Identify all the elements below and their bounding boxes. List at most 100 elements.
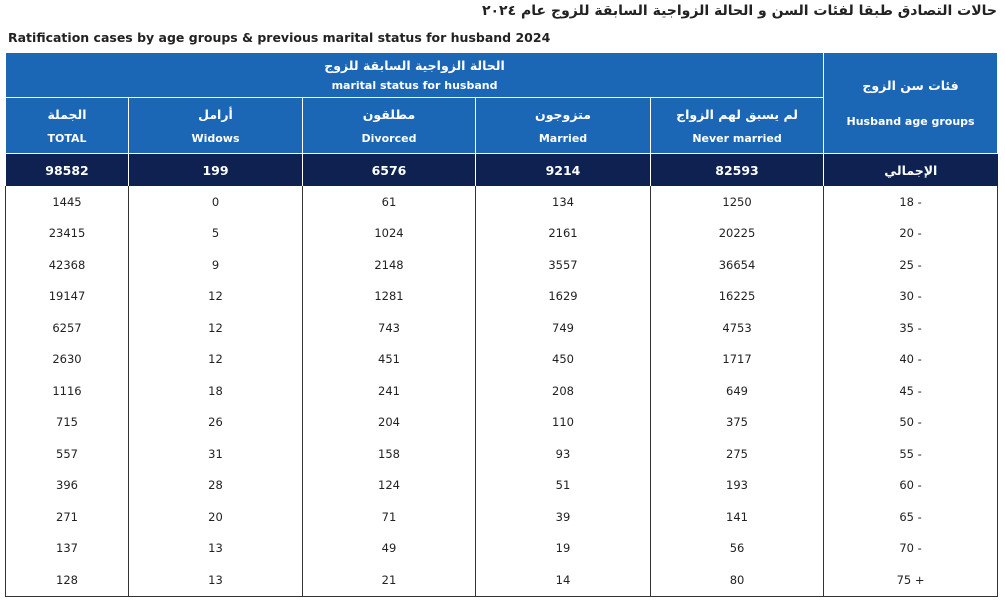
age-cell: 45 - <box>823 375 999 407</box>
data-cell: 1445 <box>5 186 129 218</box>
column-header-ar: أرامل <box>198 106 233 122</box>
data-cell: 134 <box>475 186 651 218</box>
data-cell: 9 <box>128 249 303 281</box>
data-cell: 241 <box>302 375 476 407</box>
data-cell: 18 <box>128 375 303 407</box>
data-cell: 396 <box>5 469 129 501</box>
data-cell: 4753 <box>649 312 825 344</box>
column-header: لم يسبق لهم الزواج Never married <box>649 97 825 154</box>
data-row: 42368 9 2148 3557 36654 25 - <box>5 249 999 281</box>
age-cell: 30 - <box>823 280 999 312</box>
data-cell: 19 <box>475 532 651 564</box>
total-row: 98582 199 6576 9214 82593 الإجمالي <box>5 153 998 186</box>
title-english: Ratification cases by age groups & previ… <box>8 30 551 45</box>
data-cell: 375 <box>649 406 825 438</box>
data-row: 6257 12 743 749 4753 35 - <box>5 312 999 344</box>
data-cell: 2630 <box>5 343 129 375</box>
data-row: 1116 18 241 208 649 45 - <box>5 375 999 407</box>
data-cell: 208 <box>475 375 651 407</box>
data-cell: 450 <box>475 343 651 375</box>
age-cell: 60 - <box>823 469 999 501</box>
data-row: 396 28 124 51 193 60 - <box>5 469 999 501</box>
age-cell: 75 + <box>823 564 999 597</box>
data-cell: 1281 <box>302 280 476 312</box>
data-row: 19147 12 1281 1629 16225 30 - <box>5 280 999 312</box>
data-cell: 80 <box>649 564 825 597</box>
total-cell: 82593 <box>649 153 824 186</box>
data-table: الحالة الزواجية السابقة للزوج marital sta… <box>4 52 999 597</box>
data-cell: 557 <box>5 438 129 470</box>
data-cell: 743 <box>302 312 476 344</box>
title-arabic: حالات التصادق طبقا لفئات السن و الحالة ا… <box>481 3 997 19</box>
data-cell: 49 <box>302 532 476 564</box>
data-cell: 110 <box>475 406 651 438</box>
data-cell: 21 <box>302 564 476 597</box>
data-cell: 271 <box>5 501 129 533</box>
data-cell: 2161 <box>475 217 651 249</box>
data-cell: 42368 <box>5 249 129 281</box>
group-header-en: marital status for husband <box>331 79 498 92</box>
age-cell: 50 - <box>823 406 999 438</box>
group-header: الحالة الزواجية السابقة للزوج marital sta… <box>4 52 825 98</box>
age-cell: 18 - <box>823 186 999 218</box>
data-cell: 1024 <box>302 217 476 249</box>
data-cell: 14 <box>475 564 651 597</box>
age-cell: 40 - <box>823 343 999 375</box>
total-cell: 9214 <box>475 153 651 186</box>
data-cell: 141 <box>649 501 825 533</box>
data-cell: 61 <box>302 186 476 218</box>
data-cell: 71 <box>302 501 476 533</box>
header-row: الجملة TOTAL أرامل Widows مطلقون Divorced متزو… <box>5 97 998 154</box>
column-header-ar: الجملة <box>47 106 87 122</box>
data-cell: 1116 <box>5 375 129 407</box>
column-header-ar: لم يسبق لهم الزواج <box>676 106 798 122</box>
age-cell: 55 - <box>823 438 999 470</box>
data-cell: 193 <box>649 469 825 501</box>
data-cell: 1250 <box>649 186 825 218</box>
column-header: مطلقون Divorced <box>302 97 476 154</box>
age-cell: 70 - <box>823 532 999 564</box>
data-row: 715 26 204 110 375 50 - <box>5 406 999 438</box>
data-cell: 12 <box>128 280 303 312</box>
data-row: 2630 12 451 450 1717 40 - <box>5 343 999 375</box>
data-cell: 275 <box>649 438 825 470</box>
total-cell: 6576 <box>302 153 476 186</box>
column-header: أرامل Widows <box>128 97 303 154</box>
total-cell: 98582 <box>5 153 129 186</box>
data-cell: 39 <box>475 501 651 533</box>
total-cell: 199 <box>128 153 303 186</box>
data-cell: 1629 <box>475 280 651 312</box>
total-label: الإجمالي <box>823 153 998 186</box>
column-header-en: Married <box>538 131 588 145</box>
data-cell: 31 <box>128 438 303 470</box>
age-cell: 65 - <box>823 501 999 533</box>
data-row: 137 13 49 19 56 70 - <box>5 532 999 564</box>
column-header-en: Divorced <box>361 131 417 145</box>
column-header: الجملة TOTAL <box>5 97 129 154</box>
data-cell: 19147 <box>5 280 129 312</box>
data-row: 271 20 71 39 141 65 - <box>5 501 999 533</box>
column-header-en: Widows <box>191 131 240 145</box>
data-cell: 13 <box>128 532 303 564</box>
data-cell: 36654 <box>649 249 825 281</box>
data-cell: 749 <box>475 312 651 344</box>
column-header-ar: متزوجون <box>535 106 591 122</box>
column-header: متزوجون Married <box>475 97 651 154</box>
data-cell: 12 <box>128 343 303 375</box>
data-cell: 51 <box>475 469 651 501</box>
data-cell: 13 <box>128 564 303 597</box>
data-cell: 204 <box>302 406 476 438</box>
data-row: 23415 5 1024 2161 20225 20 - <box>5 217 999 249</box>
data-cell: 128 <box>5 564 129 597</box>
data-cell: 26 <box>128 406 303 438</box>
data-row: 128 13 21 14 80 75 + <box>5 564 999 597</box>
data-cell: 137 <box>5 532 129 564</box>
data-cell: 0 <box>128 186 303 218</box>
age-cell: 35 - <box>823 312 999 344</box>
age-header-ar: فئات سن الزوج <box>862 78 959 93</box>
data-cell: 56 <box>649 532 825 564</box>
data-cell: 20 <box>128 501 303 533</box>
column-header-en: Never married <box>692 131 782 145</box>
data-cell: 28 <box>128 469 303 501</box>
